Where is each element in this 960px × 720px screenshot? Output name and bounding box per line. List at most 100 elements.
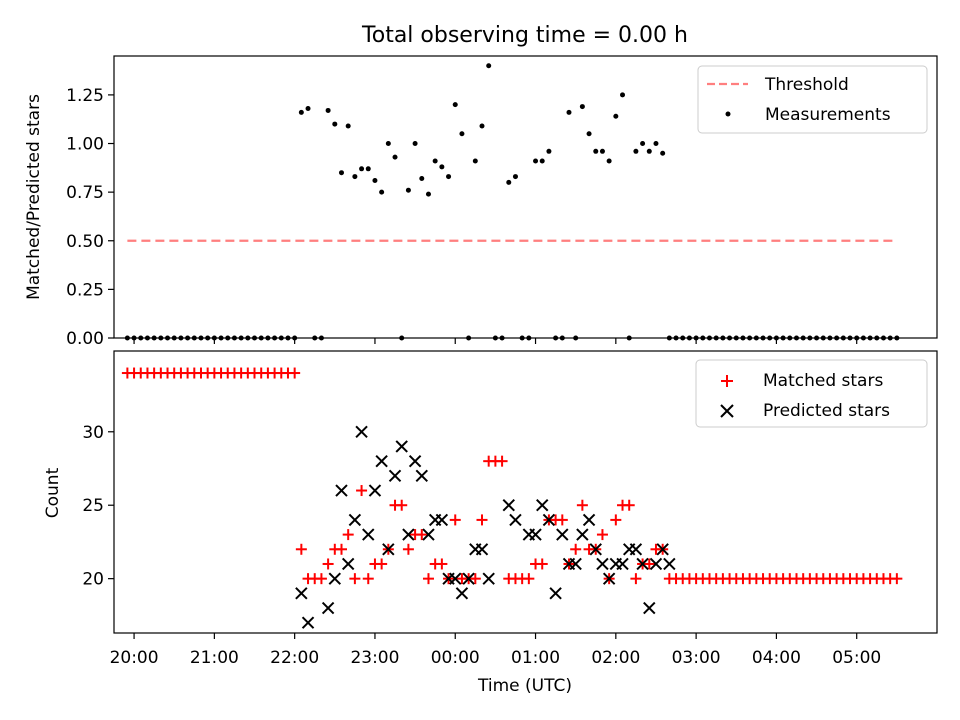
y-tick-label: 0.25: [66, 280, 104, 300]
matched-star-point: [289, 367, 301, 379]
x-tick-label: 22:00: [270, 648, 319, 668]
measurement-point: [298, 109, 304, 115]
matched-star-point: [523, 573, 535, 585]
matched-star-point: [469, 573, 481, 585]
predicted-star-point: [569, 557, 582, 571]
y-tick-label: 0.00: [66, 329, 104, 349]
measurement-point: [412, 141, 418, 147]
top-legend: Threshold Measurements: [697, 65, 928, 134]
measurement-point: [613, 113, 619, 119]
matched-star-point: [536, 558, 548, 570]
predicted-star-point: [362, 528, 375, 541]
matched-star-point: [623, 499, 635, 511]
x-tick-label: 23:00: [350, 648, 399, 668]
predicted-star-point: [656, 543, 669, 556]
predicted-star-point: [556, 528, 569, 541]
predicted-star-point: [502, 499, 515, 512]
predicted-star-point: [616, 557, 629, 571]
measurement-point: [593, 148, 599, 154]
y-tick-label: 1.25: [66, 86, 104, 106]
measurement-point: [660, 150, 666, 156]
measurement-point: [392, 154, 398, 160]
x-tick-label: 03:00: [672, 648, 721, 668]
measurement-point: [566, 109, 572, 115]
predicted-star-point: [341, 557, 355, 571]
predicted-star-point: [596, 557, 609, 571]
predicted-star-point: [382, 543, 395, 556]
x-tick-label: 04:00: [752, 648, 801, 668]
matched-star-point: [396, 499, 408, 511]
predicted-star-point: [629, 543, 643, 556]
measurement-point: [345, 123, 351, 129]
predicted-star-point: [321, 601, 335, 615]
predicted-star-point: [636, 557, 649, 571]
predicted-star-point: [368, 484, 382, 497]
matched-star-point: [315, 573, 327, 585]
predicted-legend-label: Predicted stars: [763, 401, 890, 421]
bottom-legend: Matched stars Predicted stars: [695, 359, 928, 428]
matched-star-point: [630, 573, 642, 585]
measurement-point: [365, 166, 371, 172]
predicted-star-point: [335, 484, 348, 497]
matched-star-point: [295, 543, 307, 555]
measurement-point: [325, 107, 331, 113]
predicted-star-point: [536, 499, 549, 512]
measurement-point: [332, 121, 338, 127]
y-tick-label: 1.00: [66, 135, 104, 155]
matched-star-point: [362, 573, 374, 585]
measurement-point: [472, 158, 478, 164]
predicted-star-point: [649, 557, 663, 571]
bottom-y-axis-label: Count: [43, 467, 63, 518]
predicted-star-point: [602, 572, 616, 585]
ratio-panel: Total observing time = 0.00 h Matched/Pr…: [24, 23, 938, 349]
measurement-point: [452, 102, 458, 108]
predicted-star-point: [375, 454, 388, 468]
predicted-star-point: [388, 469, 402, 483]
matched-star-point: [610, 514, 622, 526]
measurement-point: [486, 63, 492, 69]
measurement-point: [425, 191, 431, 197]
predicted-star-point: [402, 528, 415, 541]
matched-star-point: [476, 514, 488, 526]
predicted-star-point: [549, 587, 562, 600]
measurement-point: [405, 187, 411, 193]
predicted-star-point: [475, 543, 489, 556]
bottom-y-axis: 20 25 30: [82, 423, 114, 590]
top-y-axis: 0.00 0.25 0.50 0.75 1.00 1.25: [66, 86, 114, 349]
top-y-axis-label: Matched/Predicted stars: [24, 94, 44, 300]
top-x-axis: [133, 338, 858, 344]
predicted-star-point: [582, 513, 596, 527]
predicted-star-point: [482, 572, 495, 585]
predicted-star-point: [663, 557, 676, 571]
measurement-point: [599, 148, 605, 154]
measurement-point: [546, 148, 552, 154]
predicted-star-point: [576, 528, 589, 541]
y-tick-label: 20: [82, 570, 104, 590]
y-tick-label: 0.75: [66, 183, 104, 203]
measurements-legend-label: Measurements: [765, 105, 891, 125]
measurement-point: [646, 148, 652, 154]
measurement-point: [640, 141, 646, 147]
x-tick-label: 01:00: [511, 648, 560, 668]
measurement-point: [506, 179, 512, 185]
measurement-point: [479, 123, 485, 129]
matched-star-point: [891, 573, 903, 585]
y-tick-label: 25: [82, 496, 104, 516]
predicted-star-point: [455, 587, 469, 600]
predicted-star-point: [643, 601, 656, 615]
predicted-star-point: [301, 616, 315, 629]
measurement-point: [372, 177, 378, 183]
top-axes-frame: [113, 55, 938, 339]
matched-star-point: [376, 558, 388, 570]
bottom-x-axis: 20:00 21:00 22:00 23:00 00:00 01:00 02:00 03:00…: [110, 633, 881, 668]
predicted-star-point: [435, 513, 449, 527]
matched-star-point: [449, 514, 461, 526]
matched-star-point: [436, 558, 448, 570]
matched-star-point: [322, 558, 334, 570]
matched-star-point: [402, 543, 414, 555]
predicted-star-point: [355, 425, 368, 438]
measurement-point: [533, 158, 539, 164]
predicted-star-point: [589, 543, 602, 556]
matched-star-point: [349, 573, 361, 585]
